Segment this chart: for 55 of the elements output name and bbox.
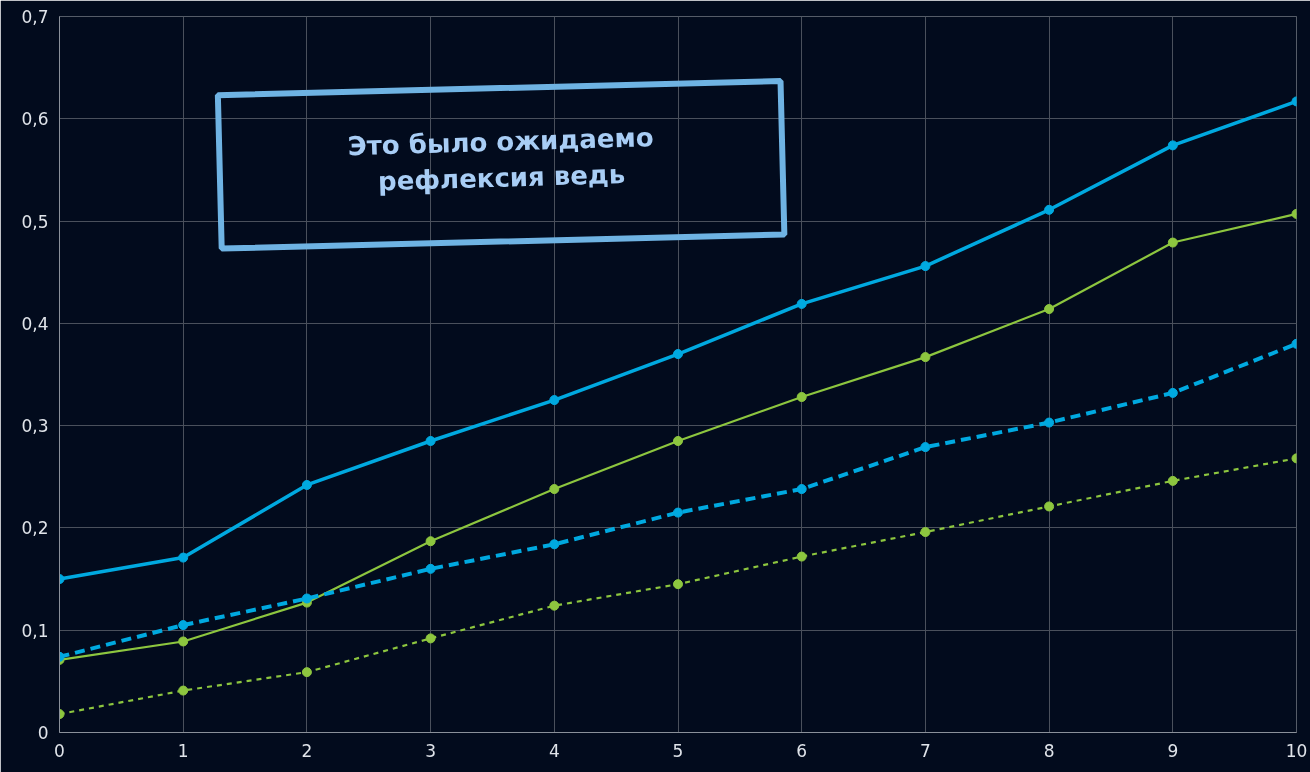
x-tick-label: 4: [548, 740, 560, 761]
y-tick-label: 0,7: [21, 7, 49, 27]
point: [920, 261, 931, 272]
point: [301, 479, 312, 490]
x-tick-label: 0: [54, 740, 65, 761]
point: [1044, 304, 1055, 315]
point: [673, 435, 683, 446]
point: [796, 484, 807, 495]
point: [178, 552, 189, 563]
point: [1167, 387, 1178, 398]
y-tick-label: 0: [37, 723, 49, 743]
point: [1044, 501, 1055, 512]
point: [301, 667, 312, 678]
point: [920, 352, 931, 363]
point: [673, 349, 683, 360]
x-tick-label: 1: [177, 740, 189, 761]
point: [673, 579, 683, 590]
point: [178, 685, 189, 696]
point: [1044, 204, 1055, 215]
x-tick-label: 6: [796, 740, 808, 761]
y-tick-label: 0,1: [21, 620, 49, 641]
point: [1044, 417, 1055, 428]
point: [425, 633, 436, 644]
point: [1167, 140, 1178, 151]
point: [549, 600, 560, 611]
point: [425, 536, 436, 547]
x-tick-label: 3: [425, 740, 437, 761]
point: [920, 527, 931, 538]
point: [549, 539, 560, 550]
x-tick-label: 7: [919, 740, 931, 761]
y-tick-label: 0,6: [21, 109, 49, 130]
point: [178, 620, 189, 631]
x-tick-label: 10: [1285, 740, 1308, 761]
point: [796, 298, 807, 309]
point: [425, 435, 436, 446]
y-tick-label: 0,2: [21, 518, 49, 539]
point: [301, 593, 312, 604]
point: [1167, 237, 1178, 248]
point: [1167, 475, 1178, 486]
annotation: Это было ожидаемо рефлексия ведь: [347, 122, 654, 197]
point: [549, 395, 560, 406]
y-tick-label: 0,5: [21, 211, 49, 232]
y-tick-label: 0,3: [21, 416, 49, 437]
x-tick-label: 5: [672, 740, 684, 761]
point: [549, 484, 560, 495]
point: [796, 551, 807, 562]
point: [178, 636, 189, 647]
y-tick-label: 0,4: [21, 313, 49, 334]
point: [796, 392, 807, 402]
x-tick-label: 8: [1043, 740, 1055, 761]
x-tick-label: 9: [1167, 740, 1179, 761]
point: [425, 563, 436, 574]
x-tick-label: 2: [301, 740, 313, 761]
point: [673, 507, 683, 518]
point: [920, 442, 931, 453]
